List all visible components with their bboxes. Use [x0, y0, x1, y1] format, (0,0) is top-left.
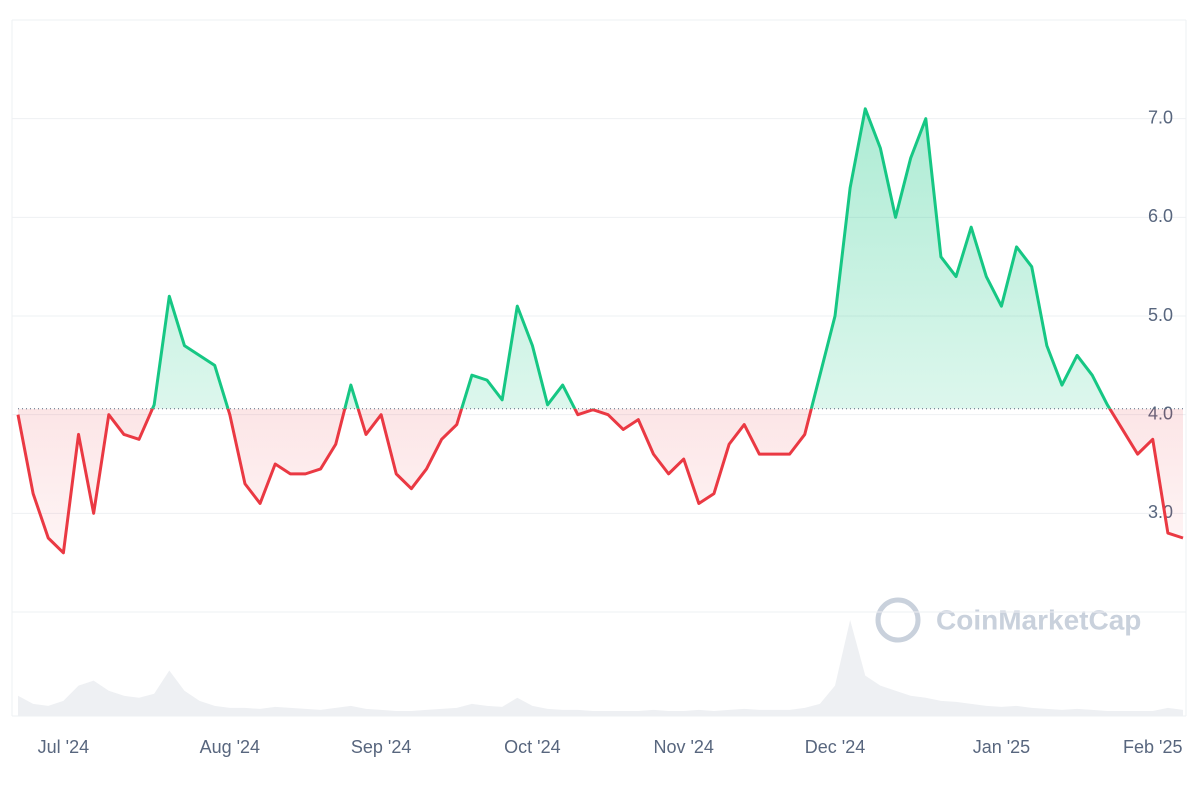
logo — [875, 597, 921, 643]
y-tick-label: 7.0 — [1148, 107, 1173, 127]
x-tick-label: Aug '24 — [200, 737, 261, 757]
area-down — [18, 408, 1183, 553]
y-tick-label: 6.0 — [1148, 206, 1173, 226]
area-up — [152, 108, 1110, 409]
volume-area — [18, 620, 1183, 716]
watermark: CoinMarketCap — [875, 597, 1141, 643]
x-tick-label: Oct '24 — [504, 737, 560, 757]
x-tick-label: Nov '24 — [653, 737, 713, 757]
y-tick-label: 5.0 — [1148, 305, 1173, 325]
x-tick-label: Jan '25 — [973, 737, 1030, 757]
x-tick-label: Dec '24 — [805, 737, 865, 757]
x-tick-label: Sep '24 — [351, 737, 412, 757]
price-line-up — [150, 107, 1112, 409]
price-line-down — [16, 408, 1184, 555]
x-tick-label: Feb '25 — [1123, 737, 1182, 757]
watermark-text: CoinMarketCap — [936, 604, 1141, 635]
x-tick-label: Jul '24 — [38, 737, 89, 757]
